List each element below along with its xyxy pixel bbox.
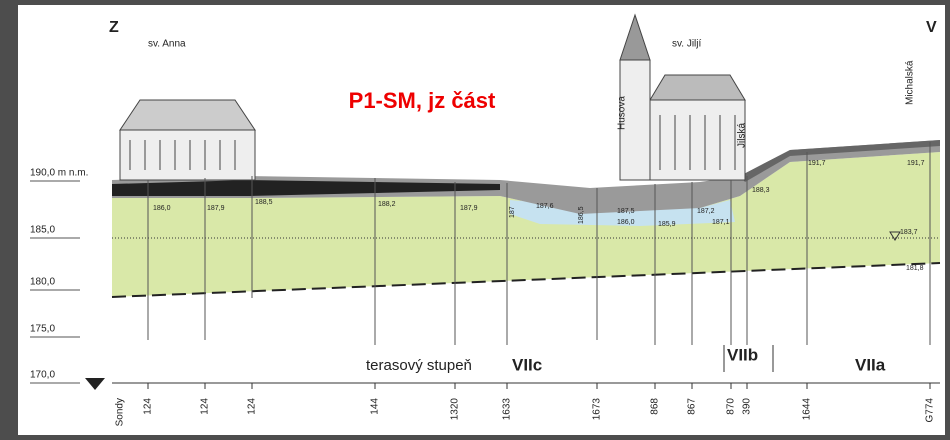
street-name: Michalská [905,60,916,105]
borehole-id: 1673 [592,398,603,421]
measurement: 185,9 [658,221,676,228]
landmark: sv. Anna [148,39,186,50]
measurement: 187,9 [207,205,225,212]
measurement: 186,0 [617,219,635,226]
measurement: 188,3 [752,187,770,194]
street-name: Jilská [737,123,748,148]
measurement: 187,6 [536,203,554,210]
borehole-id: 1320 [450,398,461,421]
elevation-label: 190,0 m n.m. [30,168,88,179]
measurement: 187,1 [712,219,730,226]
measurement: 187 [509,206,516,218]
measurement: 186,0 [153,205,171,212]
measurement: 191,7 [808,160,826,167]
measurement: 187,9 [460,205,478,212]
borehole-id: 144 [370,398,381,415]
measurement: 186,5 [578,206,585,224]
borehole-id: 390 [742,398,753,415]
measurement: 183,7 [900,229,918,236]
measurement: 188,5 [255,199,273,206]
cross-section: Z V P1-SM, jz část sv. Anna sv. Jiljí te… [0,0,950,440]
direction-right: V [926,19,937,36]
elevation-label: 180,0 [30,277,55,288]
terrace-label: terasový stupeň [366,357,472,374]
borehole-id: 1644 [802,398,813,421]
terrace-level: VIIc [512,355,542,374]
title: P1-SM, jz část [349,88,496,113]
borehole-id: 124 [143,398,154,415]
street-name: Husova [617,96,628,130]
borehole-id: 124 [247,398,258,415]
elevation-label: 185,0 [30,225,55,236]
borehole-id: 868 [650,398,661,415]
measurement: 187,5 [617,208,635,215]
direction-left: Z [109,19,119,36]
landmark: sv. Jiljí [672,39,701,50]
borehole-id: 1633 [502,398,513,421]
borehole-id: 124 [200,398,211,415]
borehole-id: 870 [726,398,737,415]
borehole-id: G774 [925,398,936,423]
elevation-label: 170,0 [30,370,55,381]
terrace-level: VIIb [727,345,758,364]
borehole-id: 867 [687,398,698,415]
measurement: 181,8 [906,265,924,272]
borehole-label: Sondy [115,398,126,426]
terrace-level: VIIa [855,355,886,374]
measurement: 187,2 [697,208,715,215]
measurement: 191,7 [907,160,925,167]
building-anna [120,100,255,180]
elevation-label: 175,0 [30,324,55,335]
measurement: 188,2 [378,201,396,208]
